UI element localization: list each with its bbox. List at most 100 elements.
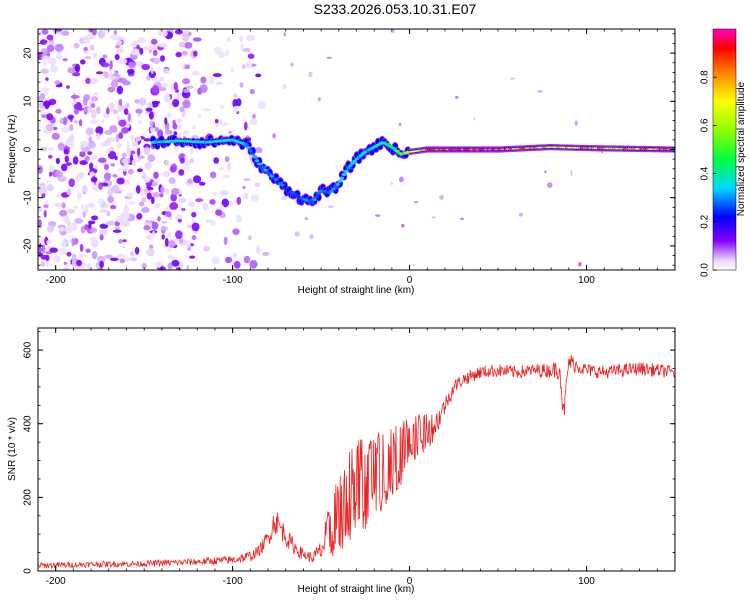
x-tick-label: 0 xyxy=(407,576,413,587)
noise-blob xyxy=(42,61,47,67)
noise-blob xyxy=(217,119,223,125)
noise-blob xyxy=(91,155,98,161)
ridge-core xyxy=(350,162,355,165)
noise-blob xyxy=(109,60,113,70)
noise-blob xyxy=(152,84,159,94)
noise-blob xyxy=(510,77,515,80)
noise-blob xyxy=(574,120,578,126)
noise-blob xyxy=(143,45,152,51)
noise-blob xyxy=(209,171,217,179)
noise-blob xyxy=(181,50,189,56)
noise-blob xyxy=(139,97,147,106)
noise-blob xyxy=(236,196,242,205)
noise-blob xyxy=(186,265,190,270)
noise-blob xyxy=(375,214,381,217)
noise-blob xyxy=(152,49,158,57)
noise-blob xyxy=(189,147,194,155)
ridge-core xyxy=(329,189,334,193)
noise-blob xyxy=(92,54,98,60)
noise-blob xyxy=(61,126,70,133)
noise-blob xyxy=(240,43,244,52)
noise-blob xyxy=(390,181,394,185)
ridge-core xyxy=(333,185,338,189)
noise-blob xyxy=(121,158,126,164)
colorbar: 0.0 0.2 0.4 0.6 0.8 Normalized spectral ampl… xyxy=(700,28,747,277)
noise-blob xyxy=(116,142,122,148)
noise-blob xyxy=(66,251,72,257)
ridge-core xyxy=(335,183,340,186)
noise-blob xyxy=(327,205,334,209)
noise-blob xyxy=(205,219,213,223)
noise-blob xyxy=(161,234,165,240)
noise-blob xyxy=(221,198,230,208)
noise-blob xyxy=(85,127,94,136)
noise-blob xyxy=(294,231,300,237)
noise-blob xyxy=(164,117,168,125)
noise-blob xyxy=(84,156,90,162)
noise-blob xyxy=(143,225,151,231)
noise-blob xyxy=(39,146,48,152)
noise-blob xyxy=(211,192,218,197)
noise-blob xyxy=(38,95,44,101)
noise-blob xyxy=(249,260,258,269)
noise-blob xyxy=(232,228,240,235)
noise-blob xyxy=(239,82,244,88)
noise-blob xyxy=(104,139,112,146)
noise-blob xyxy=(144,161,152,170)
noise-blob xyxy=(248,235,252,241)
noise-blob xyxy=(59,117,64,124)
noise-blob xyxy=(152,192,160,198)
noise-blob xyxy=(182,32,190,42)
noise-blob xyxy=(164,237,169,247)
ridge-core xyxy=(316,192,321,196)
noise-blob xyxy=(90,176,98,183)
ridge-core xyxy=(267,172,272,176)
noise-blob xyxy=(116,85,124,95)
ridge-core xyxy=(257,162,262,166)
noise-blob xyxy=(176,118,183,123)
noise-blob xyxy=(141,263,147,269)
noise-blob xyxy=(125,102,130,108)
noise-blob xyxy=(46,44,55,53)
noise-blob xyxy=(192,37,202,42)
noise-blob xyxy=(118,40,123,45)
noise-blob xyxy=(146,248,155,257)
noise-blob xyxy=(80,203,85,210)
noise-blob xyxy=(183,30,190,34)
noise-blob xyxy=(304,217,309,221)
noise-blob xyxy=(111,184,120,194)
noise-blob xyxy=(128,200,136,206)
noise-blob xyxy=(38,165,43,174)
noise-blob xyxy=(143,138,151,142)
noise-blob xyxy=(160,30,168,37)
noise-blob xyxy=(249,89,255,95)
noise-blob xyxy=(182,78,191,85)
ridge-core xyxy=(263,168,268,172)
noise-blob xyxy=(58,227,66,232)
noise-blob xyxy=(193,230,200,234)
noise-blob xyxy=(135,135,142,142)
noise-blob xyxy=(125,257,133,262)
noise-blob xyxy=(48,98,57,106)
noise-blob xyxy=(151,78,157,82)
x-tick-label: -200 xyxy=(46,576,66,587)
noise-blob xyxy=(181,207,186,212)
noise-blob xyxy=(75,173,81,182)
ridge-core xyxy=(265,170,270,174)
noise-blob xyxy=(169,165,177,173)
colorbar-tick-label: 0.2 xyxy=(700,214,711,228)
noise-blob xyxy=(109,257,119,261)
noise-blob xyxy=(57,142,65,151)
noise-blob xyxy=(43,209,47,218)
ridge-core xyxy=(344,169,349,173)
noise-blob xyxy=(92,183,101,191)
noise-blob xyxy=(102,113,110,119)
noise-blob xyxy=(219,105,225,109)
noise-blob xyxy=(93,92,99,96)
noise-blob xyxy=(178,41,185,48)
noise-blob xyxy=(290,62,294,67)
ridge-core xyxy=(248,149,253,153)
noise-blob xyxy=(215,81,224,86)
x-tick-label: 100 xyxy=(578,275,595,286)
noise-blob xyxy=(159,76,165,82)
